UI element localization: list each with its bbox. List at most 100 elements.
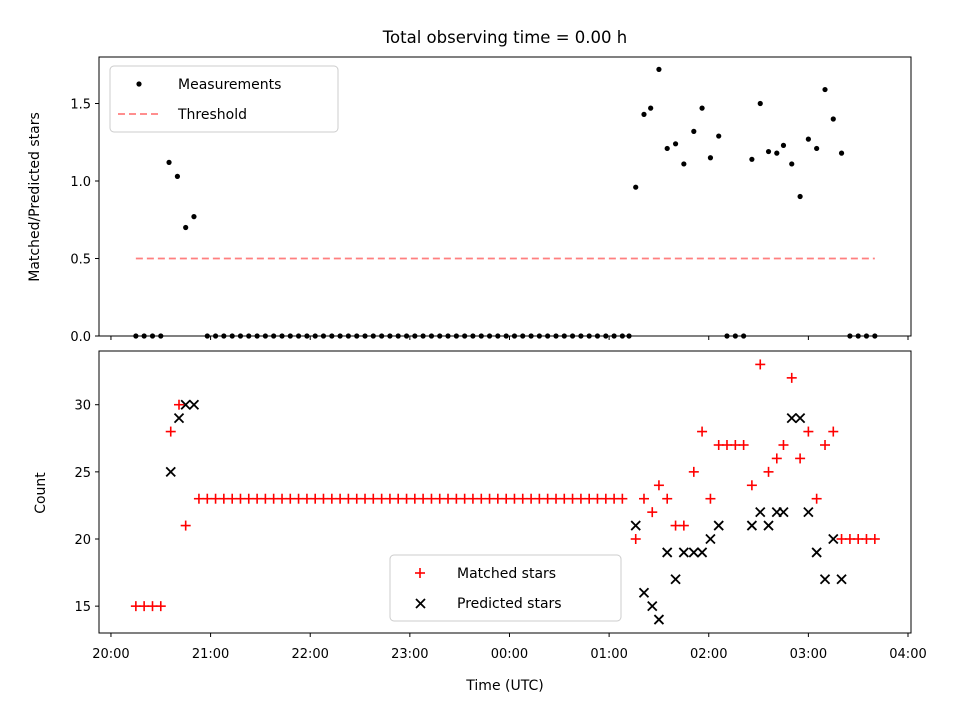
- measurement-point: [183, 224, 189, 231]
- bottom-plot-area: [130, 359, 880, 625]
- measurement-point: [672, 141, 679, 147]
- bottom-y-tick-label: 25: [74, 466, 91, 481]
- predicted-star-stroke: [180, 399, 191, 410]
- bottom-y-tick-label: 15: [74, 600, 91, 615]
- predicted-star-stroke: [653, 614, 665, 625]
- matched-star-point: [678, 520, 689, 531]
- matched-star-point: [688, 466, 699, 477]
- predicted-star-stroke: [638, 587, 650, 598]
- top-x-axis-ticks: [110, 336, 909, 340]
- bottom-legend: Matched stars Predicted stars: [389, 554, 622, 622]
- matched-star-point: [165, 426, 176, 437]
- measurement-point: [656, 66, 662, 72]
- predicted-star-stroke: [688, 547, 699, 558]
- predicted-star-stroke: [662, 547, 673, 558]
- top-y-tick-label: 0.5: [70, 253, 91, 268]
- predicted-star-stroke: [630, 520, 641, 531]
- matched-star-point: [393, 493, 404, 504]
- top-y-tick-label: 0.0: [70, 330, 91, 345]
- matched-star-point: [705, 493, 716, 504]
- bottom-x-axis: 20:00 21:00 22:00 23:00 00:00 01:00 02:00 03:00…: [92, 633, 927, 662]
- matched-star-point: [755, 359, 766, 370]
- predicted-star-point: [786, 413, 797, 424]
- bottom-x-tick-label: 22:00: [291, 647, 328, 662]
- bottom-x-tick-label: 20:00: [92, 647, 129, 662]
- legend-predicted-marker: [415, 598, 426, 609]
- matched-star-point: [836, 534, 847, 544]
- predicted-star-point: [678, 547, 689, 558]
- matched-star-point: [492, 493, 503, 504]
- matched-star-point: [467, 493, 478, 504]
- matched-star-point: [139, 601, 150, 612]
- predicted-star-point: [688, 547, 699, 558]
- predicted-star-point: [828, 533, 839, 545]
- matched-star-point: [786, 372, 797, 383]
- legend-measurements-marker: [136, 81, 142, 87]
- predicted-star-stroke: [794, 413, 806, 424]
- bottom-x-tick-label: 02:00: [690, 647, 727, 662]
- matched-star-point: [293, 493, 304, 504]
- legend-predicted-label: Predicted stars: [457, 596, 562, 612]
- measurement-point: [774, 150, 780, 156]
- predicted-star-stroke: [786, 413, 797, 424]
- legend-threshold-label: Threshold: [177, 107, 247, 123]
- matched-star-point: [811, 493, 822, 504]
- predicted-star-stroke: [678, 547, 689, 558]
- predicted-star-stroke: [819, 574, 831, 585]
- predicted-star-stroke: [746, 520, 758, 531]
- predicted-star-stroke: [713, 520, 724, 531]
- matched-star-point: [318, 493, 329, 504]
- predicted-star-point: [746, 520, 758, 531]
- top-y-axis: 0.0 0.5 1.0 1.5: [70, 98, 99, 345]
- matched-star-point: [828, 426, 839, 437]
- matched-star-point: [653, 480, 664, 491]
- top-y-axis-label: Matched/Predicted stars: [27, 112, 43, 282]
- bottom-x-tick-label: 23:00: [391, 647, 428, 662]
- predicted-star-stroke: [670, 574, 681, 585]
- predicted-star-point: [696, 547, 708, 558]
- legend-matched-label: Matched stars: [457, 566, 556, 582]
- top-plot-frame: [98, 56, 912, 337]
- measurement-point: [174, 173, 181, 179]
- measurement-point: [814, 145, 820, 152]
- bottom-x-tick-label: 04:00: [889, 647, 926, 662]
- predicted-star-point: [803, 507, 814, 518]
- predicted-star-stroke: [836, 574, 847, 585]
- bottom-y-tick-label: 20: [74, 533, 91, 548]
- predicted-star-stroke: [778, 507, 789, 518]
- predicted-star-stroke: [188, 399, 200, 410]
- matched-star-point: [803, 426, 814, 437]
- measurement-point: [664, 145, 670, 152]
- predicted-star-stroke: [755, 507, 766, 518]
- top-y-tick-label: 1.0: [70, 175, 91, 190]
- matched-star-point: [268, 493, 279, 504]
- measurement-point: [789, 161, 795, 167]
- predicted-star-point: [705, 533, 716, 545]
- matched-star-point: [662, 493, 673, 504]
- matched-star-point: [617, 493, 628, 504]
- predicted-star-point: [173, 413, 185, 424]
- predicted-star-point: [670, 574, 681, 585]
- matched-star-point: [869, 534, 880, 544]
- measurement-point: [838, 150, 845, 156]
- matched-star-point: [763, 466, 774, 477]
- matched-star-point: [368, 493, 379, 504]
- predicted-star-point: [165, 466, 176, 477]
- measurement-point: [716, 133, 722, 139]
- measurement-point: [822, 86, 828, 93]
- matched-star-point: [795, 453, 806, 464]
- predicted-star-point: [819, 574, 831, 585]
- matched-star-point: [638, 493, 649, 504]
- legend-measurements-label: Measurements: [178, 77, 281, 93]
- matched-star-point: [647, 507, 658, 518]
- predicted-star-point: [630, 520, 641, 531]
- predicted-star-point: [755, 507, 766, 518]
- measurement-point: [830, 116, 836, 122]
- measurement-point: [191, 214, 197, 220]
- predicted-star-stroke: [803, 507, 814, 518]
- matched-star-point: [820, 440, 831, 450]
- predicted-star-point: [836, 574, 847, 585]
- matched-star-point: [630, 534, 641, 544]
- matched-star-point: [155, 601, 166, 612]
- predicted-star-stroke: [173, 413, 185, 424]
